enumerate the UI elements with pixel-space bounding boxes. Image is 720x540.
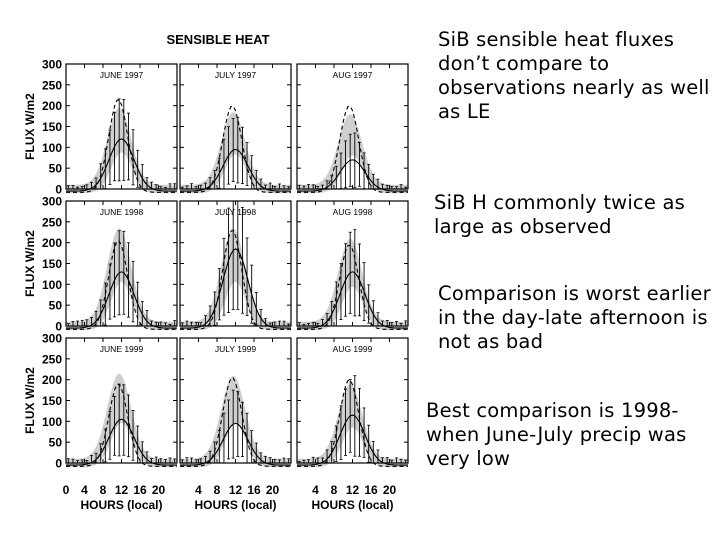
x-tick-label: 12	[115, 483, 129, 497]
sib-line	[66, 383, 177, 467]
y-tick-label: 200	[42, 236, 62, 250]
sib-line	[180, 377, 291, 467]
panel-june-1997: JUNE 1997	[65, 63, 178, 194]
panel-label: JULY 1999	[215, 344, 257, 354]
panel-label: JULY 1998	[215, 207, 257, 217]
x-tick-label: 12	[346, 483, 360, 497]
note-best-comparison: Best comparison is 1998-when June-July p…	[426, 399, 687, 470]
y-tick-label: 0	[55, 320, 62, 334]
panel-july-1998: JULY 1998	[179, 200, 292, 331]
y-tick-label: 150	[42, 257, 62, 271]
panel-label: AUG 1998	[333, 207, 373, 217]
sib-line	[297, 105, 408, 193]
sib-range-shade	[297, 383, 408, 468]
x-tick-label: 8	[214, 483, 221, 497]
y-tick-label: 0	[55, 457, 62, 471]
sib-range-shade	[297, 238, 408, 331]
y-tick-label: 100	[42, 278, 62, 292]
panel-aug-1998: AUG 1998	[296, 200, 409, 331]
sib-range-shade	[297, 114, 408, 194]
y-axis-title: FLUX W/m2	[23, 230, 37, 297]
observed-line	[180, 148, 291, 192]
sib-range-shade	[180, 375, 291, 468]
x-tick-label: 12	[229, 483, 243, 497]
x-tick-label: 4	[81, 483, 88, 497]
x-tick-label: 20	[152, 483, 166, 497]
observed-line	[180, 248, 291, 329]
panel-label: AUG 1997	[333, 70, 373, 80]
sib-range-shade	[66, 107, 177, 194]
note-twice-as-large: SiB H commonly twice as large as observe…	[434, 191, 685, 238]
y-tick-label: 300	[42, 195, 62, 209]
sib-range-shade	[180, 228, 291, 331]
y-tick-label: 300	[42, 332, 62, 346]
panel-aug-1997: AUG 1997	[296, 63, 409, 194]
panel-label: AUG 1999	[333, 344, 373, 354]
x-axis-title: HOURS (local)	[311, 498, 393, 512]
panel-label: JUNE 1999	[100, 344, 144, 354]
panel-label: JUNE 1998	[100, 207, 144, 217]
panel-label: JULY 1997	[215, 70, 257, 80]
observed-line	[66, 271, 177, 329]
y-tick-label: 200	[42, 99, 62, 113]
observed-line	[66, 138, 177, 192]
x-tick-label: 8	[331, 483, 338, 497]
sib-range-shade	[180, 111, 291, 194]
sib-line	[180, 229, 291, 330]
y-tick-label: 50	[49, 436, 63, 450]
note-sib-h-vs-le: SiB sensible heat fluxes don’t compare t…	[438, 28, 710, 123]
panel-july-1997: JULY 1997	[179, 63, 292, 194]
y-axis-title: FLUX W/m2	[23, 367, 37, 434]
panel-aug-1999: AUG 1999	[296, 337, 409, 468]
x-tick-label: 16	[133, 483, 147, 497]
panel-june-1998: JUNE 1998	[65, 200, 178, 331]
x-tick-label: 16	[364, 483, 378, 497]
observed-line	[297, 159, 408, 192]
sib-line	[297, 244, 408, 330]
sib-range-shade	[66, 373, 177, 468]
x-tick-label: 20	[383, 483, 397, 497]
y-tick-label: 200	[42, 373, 62, 387]
observed-line	[180, 422, 291, 466]
y-axis-title: FLUX W/m2	[23, 93, 37, 160]
observed-line	[297, 414, 408, 466]
y-tick-label: 50	[49, 162, 63, 176]
x-tick-label: 20	[266, 483, 280, 497]
y-tick-label: 250	[42, 352, 62, 366]
x-tick-label: 8	[100, 483, 107, 497]
panel-label: JUNE 1997	[100, 70, 144, 80]
y-tick-label: 100	[42, 141, 62, 155]
sib-line	[66, 240, 177, 330]
y-tick-label: 300	[42, 58, 62, 72]
x-tick-label: 4	[195, 483, 202, 497]
x-axis-title: HOURS (local)	[80, 498, 162, 512]
y-tick-label: 50	[49, 299, 63, 313]
x-tick-label: 0	[63, 483, 70, 497]
sib-line	[297, 379, 408, 467]
observed-line	[66, 418, 177, 466]
sib-line	[66, 99, 177, 193]
y-tick-label: 250	[42, 215, 62, 229]
y-tick-label: 0	[55, 183, 62, 197]
sensible-heat-figure: SENSIBLE HEAT JUNE 1997 JULY 1997 AUG 1997…	[23, 32, 409, 512]
panel-july-1999: JULY 1999	[179, 337, 292, 468]
panel-june-1999: JUNE 1999	[65, 337, 178, 468]
sib-range-shade	[66, 228, 177, 331]
sib-line	[180, 105, 291, 193]
y-tick-label: 100	[42, 415, 62, 429]
x-tick-label: 4	[312, 483, 319, 497]
observed-line	[297, 271, 408, 329]
chart-title: SENSIBLE HEAT	[166, 32, 269, 47]
note-worst-comparison: Comparison is worst earlier in the day-l…	[438, 282, 711, 353]
y-tick-label: 250	[42, 78, 62, 92]
x-axis-title: HOURS (local)	[194, 498, 276, 512]
y-tick-label: 150	[42, 120, 62, 134]
x-tick-label: 16	[247, 483, 261, 497]
y-tick-label: 150	[42, 394, 62, 408]
